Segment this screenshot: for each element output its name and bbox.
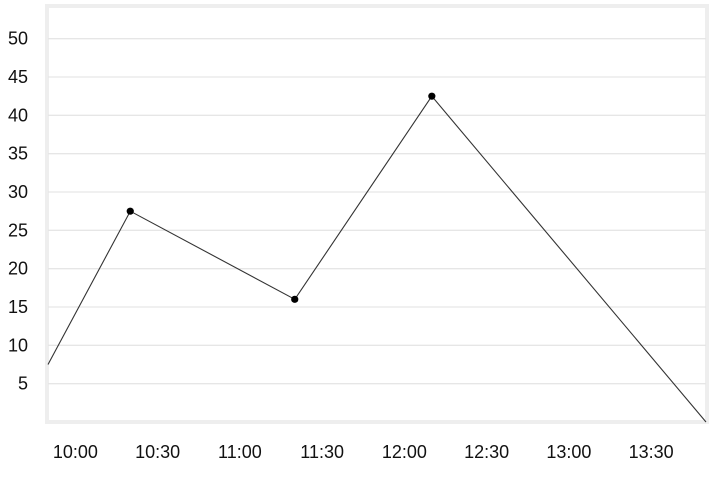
- data-point: [428, 92, 436, 100]
- y-tick-label: 45: [8, 67, 28, 87]
- data-point: [291, 295, 299, 303]
- y-tick-label: 25: [8, 220, 28, 240]
- x-tick-label: 12:30: [464, 442, 509, 462]
- data-point: [126, 207, 134, 215]
- x-tick-label: 13:30: [629, 442, 674, 462]
- x-tick-label: 11:00: [218, 442, 262, 462]
- x-tick-label: 11:30: [300, 442, 344, 462]
- x-axis-ticks: 10:00 10:30 11:00 11:30 12:00 12:30 13:00 13:30: [53, 442, 674, 462]
- x-tick-label: 10:30: [135, 442, 180, 462]
- y-axis-ticks: 5 10 15 20 25 30 35 40 45 50: [8, 29, 28, 394]
- y-tick-label: 20: [8, 259, 28, 279]
- y-tick-label: 10: [8, 335, 28, 355]
- series-group: [47, 92, 707, 423]
- y-tick-label: 15: [8, 297, 28, 317]
- x-tick-label: 13:00: [546, 442, 591, 462]
- x-tick-label: 12:00: [382, 442, 427, 462]
- y-tick-label: 50: [8, 29, 28, 49]
- plot-frame: [45, 4, 709, 424]
- x-tick-label: 10:00: [53, 442, 98, 462]
- y-tick-label: 40: [8, 105, 28, 125]
- y-tick-label: 35: [8, 144, 28, 164]
- grid-lines: [48, 38, 706, 385]
- y-tick-label: 30: [8, 182, 28, 202]
- y-tick-label: 5: [18, 374, 28, 394]
